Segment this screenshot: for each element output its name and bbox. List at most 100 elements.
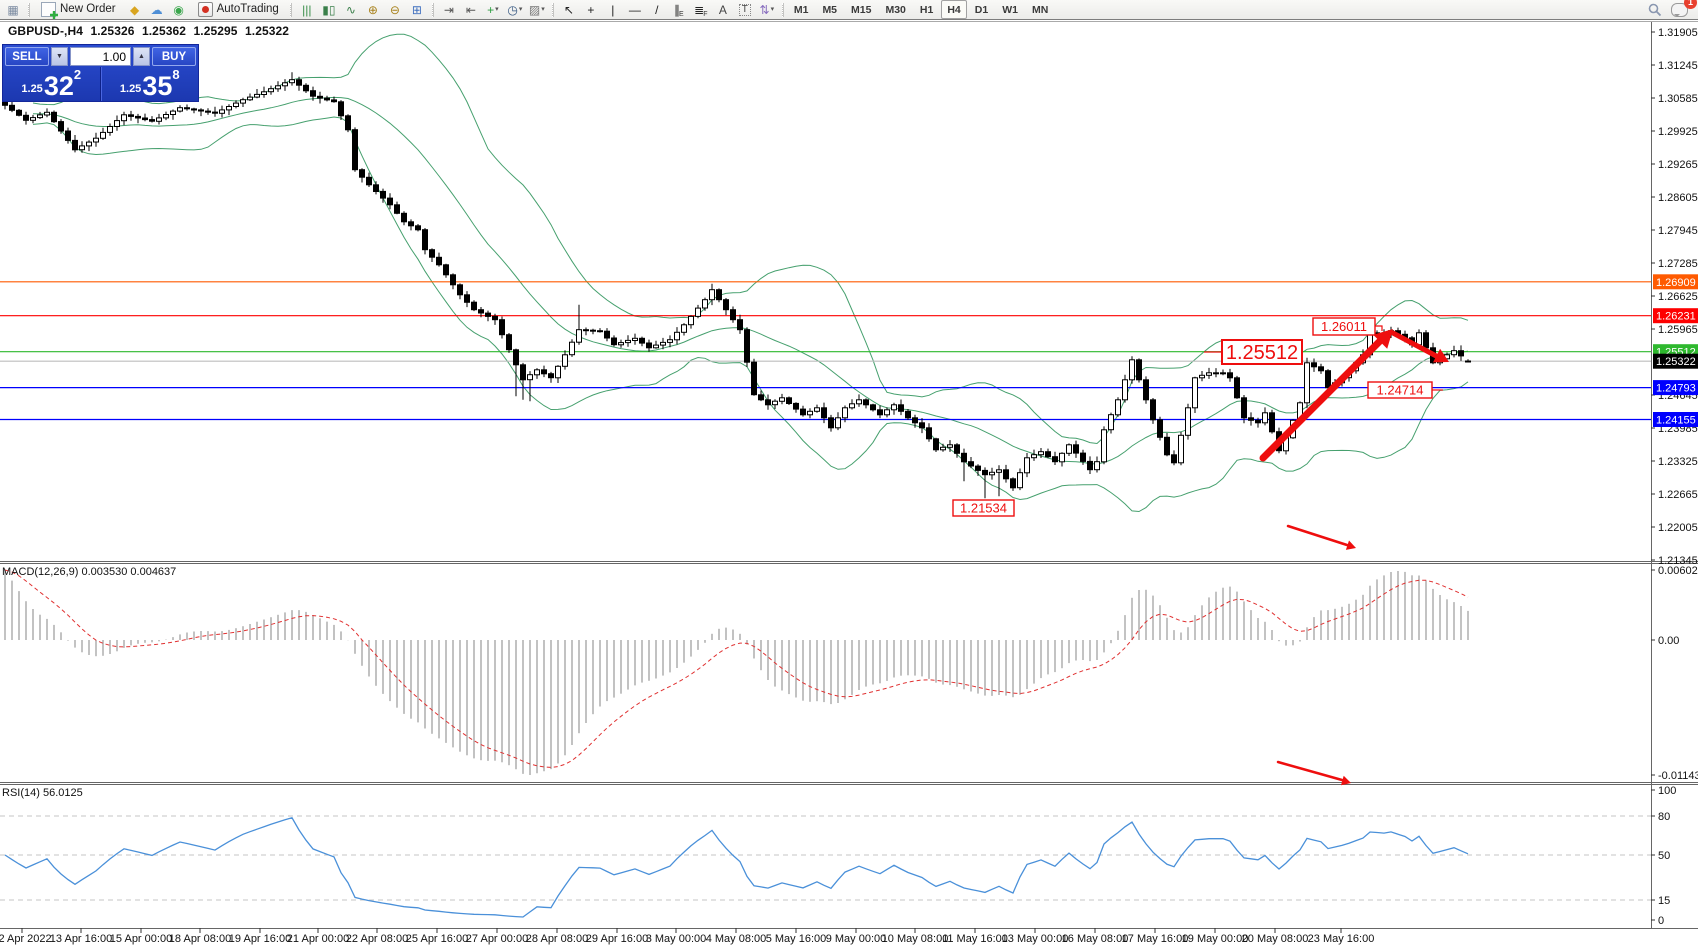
- price-tick-label: 1.27285: [1658, 258, 1698, 270]
- sell-price[interactable]: 1.25 32 2: [3, 67, 101, 101]
- candle-body: [919, 422, 925, 429]
- candle-body: [688, 315, 694, 326]
- date-label: 29 Apr 16:00: [586, 933, 648, 945]
- candle-body: [842, 407, 848, 419]
- market-icon[interactable]: ◆: [124, 0, 146, 19]
- timeframe-button-h1[interactable]: H1: [919, 3, 934, 16]
- date-label: 18 Apr 08:00: [169, 933, 231, 945]
- macd-arrow-down[interactable]: [1286, 524, 1356, 550]
- candle-body: [65, 130, 71, 141]
- candle-body: [1199, 374, 1205, 379]
- candlestick-chart-icon[interactable]: ▮▯: [318, 0, 340, 19]
- candle-body: [856, 399, 862, 405]
- candle-body: [1465, 360, 1471, 363]
- candle-body: [996, 469, 1002, 473]
- horizontal-level-lines[interactable]: [0, 281, 1651, 421]
- fibonacci-icon[interactable]: ≣ F: [690, 0, 712, 19]
- price-tick-label: 1.29265: [1658, 159, 1698, 171]
- price-axis-labels[interactable]: 1.31905 1.31245 1.30585 1.29925 1.29265 1.286…: [1651, 27, 1698, 927]
- dropdown-caret-icon[interactable]: ▾: [541, 6, 545, 13]
- volume-increase-button[interactable]: ▲: [133, 47, 150, 66]
- template-icon[interactable]: ▨ ▾: [526, 0, 548, 19]
- candle-body: [177, 107, 183, 112]
- chart-shift-icon[interactable]: ⇤: [460, 0, 482, 19]
- timeframe-button-m5[interactable]: M5: [822, 3, 838, 16]
- vertical-line-icon[interactable]: |: [602, 0, 624, 19]
- candle-body: [1269, 412, 1275, 433]
- buy-button[interactable]: BUY: [152, 47, 196, 66]
- date-label: 9 May 00:00: [826, 933, 887, 945]
- candle-body: [275, 85, 281, 90]
- timeframe-button-w1[interactable]: W1: [1002, 3, 1018, 16]
- candle-body: [541, 369, 547, 375]
- volume-decrease-button[interactable]: ▼: [51, 47, 68, 66]
- dropdown-caret-icon[interactable]: ▾: [518, 6, 523, 13]
- annotation-box[interactable]: [952, 499, 1015, 517]
- bar-chart-icon[interactable]: |||: [296, 0, 318, 19]
- timeframe-button-d1[interactable]: D1: [974, 3, 989, 16]
- line-chart-icon[interactable]: ∿: [340, 0, 362, 19]
- indicators-icon[interactable]: + ▾: [482, 0, 504, 19]
- trend-arrow-down[interactable]: [1390, 330, 1449, 363]
- candlestick-chart-icon: ▮▯: [322, 2, 336, 17]
- rsi-arrow-down[interactable]: [1276, 760, 1351, 786]
- timeframe-button-m30[interactable]: M30: [885, 3, 906, 16]
- candle-body: [884, 409, 890, 416]
- timeframe-button-mn[interactable]: MN: [1031, 3, 1049, 16]
- new-order-label: New Order: [60, 2, 116, 15]
- arrows-icon[interactable]: ⇅ ▾: [756, 0, 778, 19]
- trendline-icon[interactable]: /: [646, 0, 668, 19]
- chat-icon: [1670, 2, 1688, 17]
- sell-button[interactable]: SELL: [5, 47, 49, 66]
- trend-arrow-up[interactable]: [1259, 329, 1393, 462]
- text-label-icon[interactable]: T: [734, 0, 756, 19]
- annotation-box[interactable]: [1312, 317, 1376, 336]
- new-order-button[interactable]: New Order: [34, 0, 123, 19]
- zoom-in-icon[interactable]: ⊕: [362, 0, 384, 19]
- candle-body: [422, 229, 428, 251]
- candle-body: [156, 117, 162, 122]
- volume-input[interactable]: [70, 47, 131, 66]
- zoom-out-icon[interactable]: ⊖: [384, 0, 406, 19]
- annotation-text: 1.26011: [1321, 319, 1367, 334]
- equidistant-channel-icon[interactable]: ∥ E: [668, 0, 690, 19]
- macd-arrow-down-head: [1345, 540, 1356, 550]
- chart-annotations[interactable]: 1.25512 1.26011 1.24714 1.21534: [952, 317, 1443, 517]
- bollinger-middle-band: [32, 96, 1469, 465]
- candle-body: [387, 197, 393, 206]
- candle-body: [604, 330, 610, 339]
- autotrading-button[interactable]: AutoTrading: [191, 0, 286, 19]
- candle-body: [555, 365, 561, 379]
- candle-body: [240, 99, 246, 104]
- horizontal-line-icon[interactable]: —: [624, 0, 646, 19]
- candle-body: [1115, 399, 1121, 416]
- timeframe-button-h4[interactable]: H4: [941, 0, 967, 19]
- candle-body: [1045, 451, 1051, 458]
- buy-price-prefix: 1.25: [119, 83, 142, 95]
- virtual-hosting-icon[interactable]: ☁: [146, 0, 168, 19]
- periods-icon[interactable]: ◷ ▾: [504, 0, 526, 19]
- annotation-box[interactable]: [1221, 339, 1303, 365]
- candle-body: [814, 407, 820, 412]
- candle-body: [401, 212, 407, 223]
- dropdown-caret-icon[interactable]: ▾: [495, 6, 499, 13]
- tile-windows-icon[interactable]: ⊞: [406, 0, 428, 19]
- text-icon[interactable]: A: [712, 0, 734, 19]
- trendline-icon: /: [655, 2, 659, 17]
- auto-scroll-icon[interactable]: ⇥: [438, 0, 460, 19]
- cursor-icon[interactable]: ↖: [558, 0, 580, 19]
- notifications-button[interactable]: 1: [1668, 0, 1697, 19]
- timeframe-button-m1[interactable]: M1: [793, 3, 809, 16]
- dropdown-caret-icon[interactable]: ▾: [770, 6, 775, 13]
- buy-price[interactable]: 1.25 35 8: [100, 67, 199, 101]
- annotation-box[interactable]: [1367, 381, 1433, 399]
- search-icon[interactable]: [1648, 3, 1662, 17]
- crosshair-icon[interactable]: +: [580, 0, 602, 19]
- chart-window-icon[interactable]: ▦: [2, 0, 24, 19]
- signals-icon[interactable]: ◉: [168, 0, 190, 19]
- trend-arrow-up-head: [1373, 329, 1393, 349]
- candle-body: [212, 111, 218, 114]
- timeframe-button-m15[interactable]: M15: [851, 3, 872, 16]
